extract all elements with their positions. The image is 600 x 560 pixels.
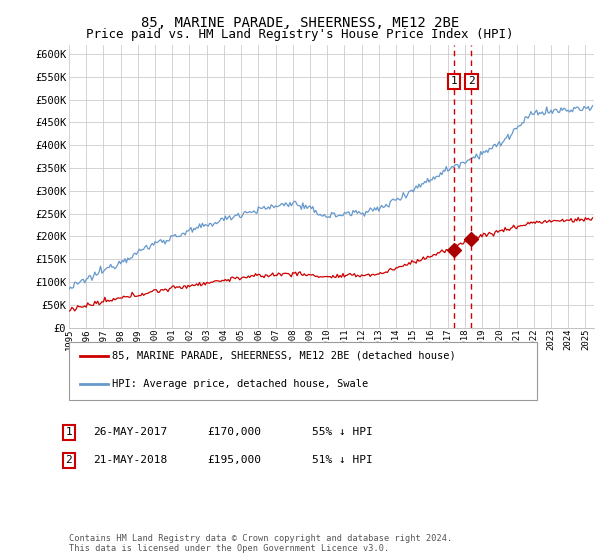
Text: 85, MARINE PARADE, SHEERNESS, ME12 2BE (detached house): 85, MARINE PARADE, SHEERNESS, ME12 2BE (… <box>112 351 456 361</box>
Text: 2: 2 <box>65 455 73 465</box>
Text: £195,000: £195,000 <box>207 455 261 465</box>
Text: 85, MARINE PARADE, SHEERNESS, ME12 2BE: 85, MARINE PARADE, SHEERNESS, ME12 2BE <box>141 16 459 30</box>
Text: 1: 1 <box>65 427 73 437</box>
Point <box>467 234 476 243</box>
Text: HPI: Average price, detached house, Swale: HPI: Average price, detached house, Swal… <box>112 379 368 389</box>
Point <box>449 246 459 255</box>
Text: £170,000: £170,000 <box>207 427 261 437</box>
Text: 51% ↓ HPI: 51% ↓ HPI <box>312 455 373 465</box>
Text: 55% ↓ HPI: 55% ↓ HPI <box>312 427 373 437</box>
Text: Contains HM Land Registry data © Crown copyright and database right 2024.
This d: Contains HM Land Registry data © Crown c… <box>69 534 452 553</box>
Text: 21-MAY-2018: 21-MAY-2018 <box>93 455 167 465</box>
Text: 1: 1 <box>451 76 458 86</box>
Text: 26-MAY-2017: 26-MAY-2017 <box>93 427 167 437</box>
Text: Price paid vs. HM Land Registry's House Price Index (HPI): Price paid vs. HM Land Registry's House … <box>86 28 514 41</box>
Text: 2: 2 <box>468 76 475 86</box>
